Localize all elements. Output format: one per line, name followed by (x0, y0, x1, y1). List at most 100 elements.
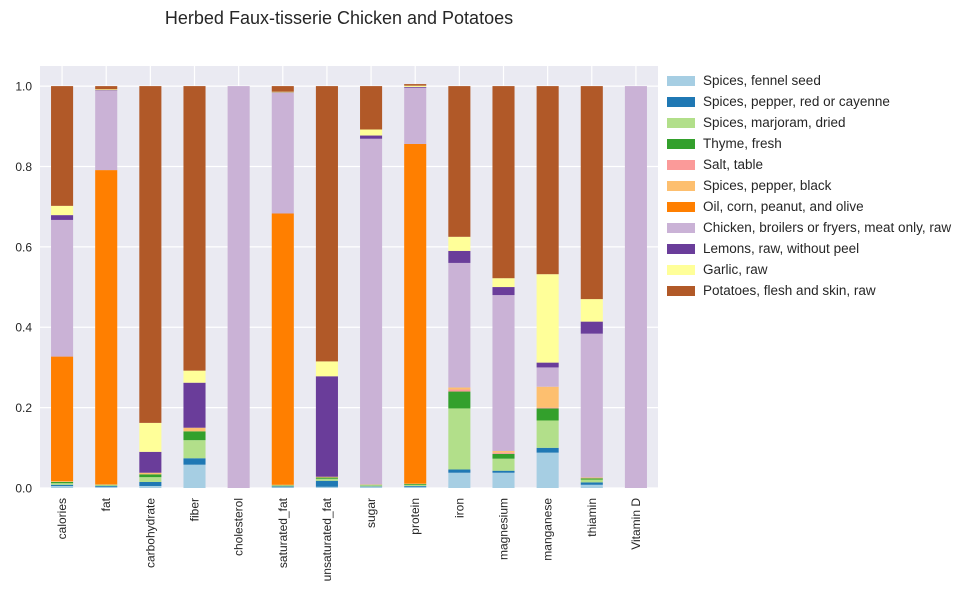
bar-segment (536, 452, 559, 488)
legend-swatch (667, 243, 695, 254)
bar-segment (139, 474, 162, 478)
legend-label: Salt, table (703, 157, 764, 172)
y-tick-label: 0.2 (15, 401, 32, 415)
legend-label: Garlic, raw (703, 262, 768, 277)
bar-segment (271, 91, 294, 93)
bar-segment (315, 376, 338, 477)
bar-segment (51, 215, 74, 220)
bar-segment (492, 453, 515, 459)
bar-segment (51, 481, 74, 484)
bar-segment (580, 478, 603, 480)
bar-segment (315, 477, 338, 479)
bar-segment (227, 86, 250, 488)
bar-segment (95, 485, 118, 486)
legend-swatch (667, 96, 695, 107)
bar-segment (139, 485, 162, 488)
chart-title: Herbed Faux-tisserie Chicken and Potatoe… (164, 8, 514, 28)
bar-segment (448, 472, 471, 488)
bar-segment (51, 219, 74, 357)
bar-segment (536, 407, 559, 409)
x-tick-label: unsaturated_fat (320, 497, 334, 581)
legend-swatch (667, 285, 695, 296)
legend-swatch (667, 201, 695, 212)
bar-segment (139, 481, 162, 486)
legend-item: Thyme, fresh (663, 133, 969, 154)
legend-label: Spices, marjoram, dried (703, 115, 846, 130)
bar-segment (139, 472, 162, 475)
legend-swatch (667, 75, 695, 86)
bar-segment (580, 86, 603, 300)
bar-segment (492, 295, 515, 452)
bar-segment (492, 472, 515, 488)
bar-segment (183, 427, 206, 432)
bar-segment (360, 135, 383, 139)
bar-segment (536, 362, 559, 368)
x-tick-label: cholesterol (232, 498, 246, 556)
bar-segment (448, 86, 471, 237)
bar-segment (315, 361, 338, 377)
bar-segment (448, 391, 471, 409)
legend-item: Spices, fennel seed (663, 70, 969, 91)
bar-segment (448, 387, 471, 390)
bar-segment (580, 321, 603, 334)
bar-segment (536, 367, 559, 387)
bar-segment (271, 213, 294, 485)
bar-segment (580, 299, 603, 322)
legend-label: Spices, pepper, red or cayenne (703, 94, 890, 109)
bar-segment (404, 485, 427, 487)
bar-segment (183, 458, 206, 465)
bar-segment (492, 451, 515, 453)
x-tick-label: magnesium (497, 498, 511, 560)
bar-segment (404, 486, 427, 488)
bar-segment (404, 86, 427, 88)
bar-segment (448, 262, 471, 388)
legend-swatch (667, 159, 695, 170)
legend-label: Spices, pepper, black (703, 178, 832, 193)
bar-segment (492, 287, 515, 296)
bar-segment (139, 422, 162, 452)
y-tick-label: 0.4 (15, 321, 32, 335)
bar-segment (95, 86, 118, 90)
legend-swatch (667, 180, 695, 191)
bar-segment (448, 236, 471, 251)
y-tick-label: 1.0 (15, 80, 32, 94)
bar-segment (492, 278, 515, 288)
bar-segment (183, 464, 206, 488)
y-tick-label: 0.0 (15, 482, 32, 496)
bar-segment (360, 138, 383, 485)
bar-segment (139, 451, 162, 473)
legend-swatch (667, 264, 695, 275)
x-tick-label: iron (452, 498, 466, 518)
bar-segment (183, 86, 206, 371)
bar-segment (536, 420, 559, 448)
bar-segment (404, 484, 427, 486)
legend-item: Oil, corn, peanut, and olive (663, 196, 969, 217)
legend-swatch (667, 138, 695, 149)
bar-segment (315, 480, 338, 487)
bar-segment (448, 250, 471, 263)
bar-segment (492, 470, 515, 473)
bar-segment (404, 85, 427, 87)
bar-segment (492, 452, 515, 454)
legend-item: Spices, marjoram, dried (663, 112, 969, 133)
legend-item: Lemons, raw, without peel (663, 238, 969, 259)
x-tick-label: saturated_fat (276, 497, 290, 568)
bar-segment (580, 333, 603, 478)
bar-segment (360, 486, 383, 488)
x-tick-label: fat (99, 497, 113, 511)
bar-segment (580, 479, 603, 483)
bar-segment (404, 483, 427, 485)
bar-segment (183, 382, 206, 428)
bar-segment (95, 89, 118, 91)
bar-segment (492, 86, 515, 279)
bar-segment (360, 129, 383, 136)
bar-segment (448, 469, 471, 473)
legend-label: Oil, corn, peanut, and olive (703, 199, 864, 214)
legend-swatch (667, 222, 695, 233)
bar-segment (404, 143, 427, 484)
legend-item: Spices, pepper, black (663, 175, 969, 196)
y-tick-label: 0.8 (15, 160, 32, 174)
legend-item: Chicken, broilers or fryers, meat only, … (663, 217, 969, 238)
bar-segment (360, 485, 383, 487)
